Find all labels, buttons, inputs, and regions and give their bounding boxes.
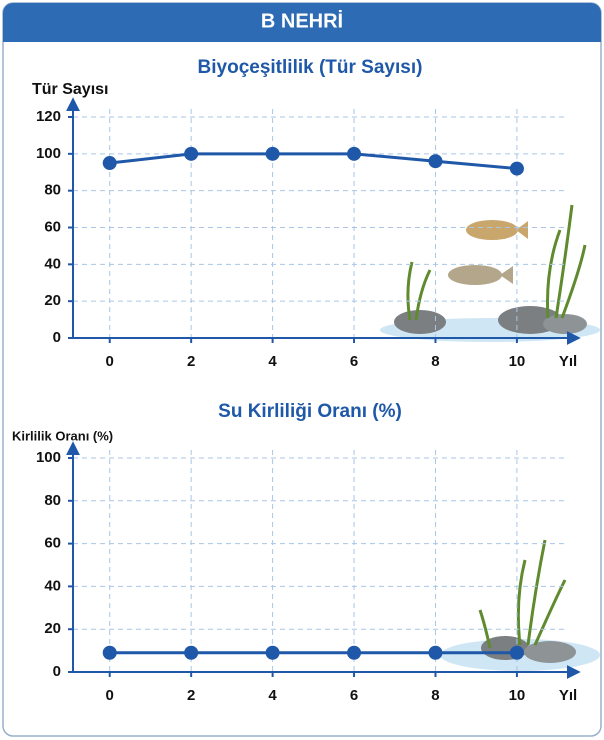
data-point [184, 147, 198, 161]
x-tick-label: 4 [268, 353, 277, 370]
y-axis-label: Tür Sayısı [32, 81, 108, 98]
y-tick-label: 60 [44, 218, 61, 235]
x-tick-label: 8 [431, 353, 439, 370]
x-tick-label: 0 [106, 353, 114, 370]
y-tick-label: 40 [44, 577, 61, 594]
data-point [184, 646, 198, 660]
chart-title: Biyoçeşitlilik (Tür Sayısı) [198, 57, 423, 78]
data-point [510, 162, 524, 176]
data-point [266, 646, 280, 660]
y-axis-label: Kirlilik Oranı (%) [12, 428, 113, 443]
x-axis-label: Yıl [559, 687, 577, 704]
x-tick-label: 10 [509, 353, 526, 370]
x-tick-label: 6 [350, 687, 358, 704]
y-tick-label: 120 [36, 108, 61, 125]
header-title: B NEHRİ [261, 9, 343, 32]
page: B NEHRİ Biyoçeşitlilik (Tür Sayısı) Tür S… [0, 0, 604, 740]
x-tick-label: 2 [187, 353, 195, 370]
y-tick-label: 80 [44, 182, 61, 199]
chart-title: Su Kirliliği Oranı (%) [218, 401, 402, 422]
y-tick-label: 40 [44, 255, 61, 272]
x-tick-label: 0 [106, 687, 114, 704]
y-tick-label: 100 [36, 145, 61, 162]
data-point [347, 646, 361, 660]
x-tick-label: 6 [350, 353, 358, 370]
data-point [266, 147, 280, 161]
x-tick-label: 4 [268, 687, 277, 704]
x-tick-label: 10 [509, 687, 526, 704]
data-point [103, 156, 117, 170]
x-axis-label: Yıl [559, 353, 577, 370]
data-point [103, 646, 117, 660]
y-tick-label: 100 [36, 449, 61, 466]
data-point [428, 154, 442, 168]
y-tick-label: 60 [44, 535, 61, 552]
y-tick-label: 0 [53, 663, 61, 680]
y-tick-label: 20 [44, 292, 61, 309]
data-point [510, 646, 524, 660]
x-tick-label: 2 [187, 687, 195, 704]
x-tick-label: 8 [431, 687, 439, 704]
y-tick-label: 0 [53, 329, 61, 346]
data-point [428, 646, 442, 660]
y-tick-label: 20 [44, 620, 61, 637]
y-tick-label: 80 [44, 492, 61, 509]
data-point [347, 147, 361, 161]
